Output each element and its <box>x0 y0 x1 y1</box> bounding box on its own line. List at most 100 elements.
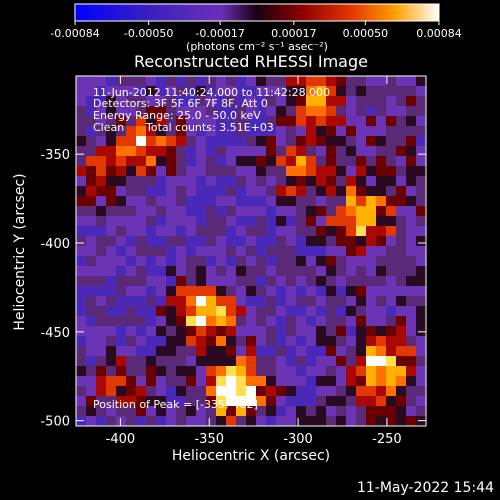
heatmap-cell <box>276 96 287 107</box>
heatmap-cell <box>76 126 87 137</box>
heatmap-cell <box>226 216 237 227</box>
heatmap-cell <box>306 276 317 287</box>
heatmap-cell <box>136 196 147 207</box>
heatmap-cell <box>296 296 307 307</box>
heatmap-cell <box>126 336 137 347</box>
heatmap-cell <box>336 206 347 217</box>
heatmap-cell <box>196 126 207 137</box>
heatmap-cell <box>286 316 297 327</box>
heatmap-cell <box>136 106 147 117</box>
heatmap-cell <box>306 216 317 227</box>
heatmap-cell <box>226 146 237 157</box>
heatmap-cell <box>136 406 147 417</box>
heatmap-cell <box>96 366 107 377</box>
heatmap-cell <box>366 396 377 407</box>
heatmap-cell <box>346 196 357 207</box>
heatmap-cell <box>366 186 377 197</box>
heatmap-cell <box>296 76 307 87</box>
heatmap-cell <box>266 276 277 287</box>
heatmap-cell <box>236 116 247 127</box>
heatmap-cell <box>386 316 397 327</box>
heatmap-cell <box>236 296 247 307</box>
heatmap-cell <box>76 136 87 147</box>
heatmap-cell <box>156 256 167 267</box>
heatmap-cell <box>246 386 257 397</box>
heatmap-cell <box>136 326 147 337</box>
heatmap-cell <box>176 346 187 357</box>
heatmap-cell <box>286 216 297 227</box>
annotation-energy: Energy Range: 25.0 - 50.0 keV <box>93 109 261 122</box>
heatmap-cell <box>186 216 197 227</box>
heatmap-cell <box>306 346 317 357</box>
heatmap-cell <box>86 206 97 217</box>
heatmap-cell <box>286 186 297 197</box>
heatmap-cell <box>96 406 107 417</box>
heatmap-cell <box>166 176 177 187</box>
heatmap-cell <box>266 416 277 426</box>
heatmap-cell <box>76 286 87 297</box>
x-axis-ticks: -400 -350 -300 -250 <box>106 76 402 447</box>
heatmap-cell <box>106 206 117 217</box>
heatmap-cell <box>146 136 157 147</box>
heatmap-cell <box>376 366 387 377</box>
heatmap-cell <box>266 256 277 267</box>
heatmap-cell <box>196 316 207 327</box>
heatmap-cell <box>226 76 237 87</box>
heatmap-cell <box>266 156 277 167</box>
heatmap-cell <box>196 146 207 157</box>
heatmap-cell <box>326 316 337 327</box>
heatmap-cell <box>106 366 117 377</box>
heatmap-cell <box>196 366 207 377</box>
heatmap-cell <box>196 96 207 107</box>
heatmap-cell <box>316 416 327 426</box>
heatmap-cell <box>276 236 287 247</box>
heatmap-cell <box>176 186 187 197</box>
heatmap-cell <box>176 146 187 157</box>
heatmap-cell <box>176 126 187 137</box>
heatmap-cell <box>186 176 197 187</box>
annotations: 11-Jun-2012 11:40:24.000 to 11:42:28.000… <box>93 86 330 411</box>
heatmap-cell <box>116 386 127 397</box>
heatmap-cell <box>156 356 167 367</box>
heatmap-cell <box>396 416 407 426</box>
heatmap-cell <box>136 296 147 307</box>
heatmap-cell <box>86 276 97 287</box>
heatmap-cell <box>356 166 367 177</box>
heatmap-cell <box>216 256 227 267</box>
heatmap-cell <box>216 346 227 357</box>
heatmap-cell <box>156 146 167 157</box>
heatmap-cell <box>246 296 257 307</box>
heatmap-cell <box>146 236 157 247</box>
heatmap-cell <box>246 176 257 187</box>
heatmap-cell <box>96 386 107 397</box>
heatmap-cell <box>156 386 167 397</box>
heatmap-cell <box>216 176 227 187</box>
heatmap-cell <box>266 306 277 317</box>
heatmap-cell <box>206 316 217 327</box>
heatmap-cell <box>166 356 177 367</box>
heatmap-cell <box>306 256 317 267</box>
heatmap-cell <box>276 116 287 127</box>
heatmap-cell <box>196 186 207 197</box>
heatmap-cell <box>196 176 207 187</box>
heatmap-cell <box>376 326 387 337</box>
heatmap-cell <box>356 156 367 167</box>
heatmap-cell <box>406 326 417 337</box>
heatmap-cell <box>146 166 157 177</box>
heatmap-cell <box>266 246 277 257</box>
heatmap-cell <box>296 206 307 217</box>
heatmap-cell <box>386 116 397 127</box>
heatmap-cell <box>216 286 227 297</box>
heatmap-cell <box>396 86 407 97</box>
heatmap-cell <box>336 376 347 387</box>
heatmap-cell <box>326 266 337 277</box>
heatmap-cell <box>266 266 277 277</box>
heatmap-cell <box>356 336 367 347</box>
heatmap-cell <box>356 116 367 127</box>
heatmap-cell <box>416 406 426 417</box>
heatmap-cell <box>156 96 167 107</box>
heatmap-cell <box>216 106 227 117</box>
heatmap-cell <box>76 406 87 417</box>
heatmap-cell <box>76 296 87 307</box>
heatmap-cell <box>356 76 367 87</box>
